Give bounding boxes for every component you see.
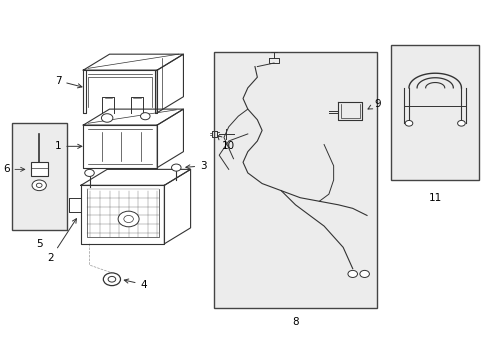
Circle shape [171,164,181,171]
Text: 4: 4 [124,279,147,289]
Text: 9: 9 [367,99,380,109]
Circle shape [405,121,412,126]
Circle shape [101,114,113,122]
Text: 1: 1 [55,141,81,151]
Bar [214,53,376,307]
Bar [12,123,66,230]
Circle shape [36,183,42,188]
Circle shape [84,169,94,176]
Circle shape [32,180,46,191]
Text: 3: 3 [185,161,206,171]
Circle shape [457,121,464,126]
Circle shape [108,276,116,282]
Text: 2: 2 [47,219,76,263]
Circle shape [123,215,133,222]
Text: 5: 5 [36,239,42,249]
Circle shape [359,270,368,278]
Text: 8: 8 [292,317,298,327]
Circle shape [118,211,139,227]
Text: 6: 6 [3,165,25,174]
Circle shape [103,273,120,285]
Text: 11: 11 [427,193,441,203]
Bar [31,162,47,176]
Text: 10: 10 [217,135,234,151]
Text: 7: 7 [55,76,82,88]
Circle shape [347,270,357,278]
Circle shape [140,113,150,120]
Bar [390,45,478,180]
